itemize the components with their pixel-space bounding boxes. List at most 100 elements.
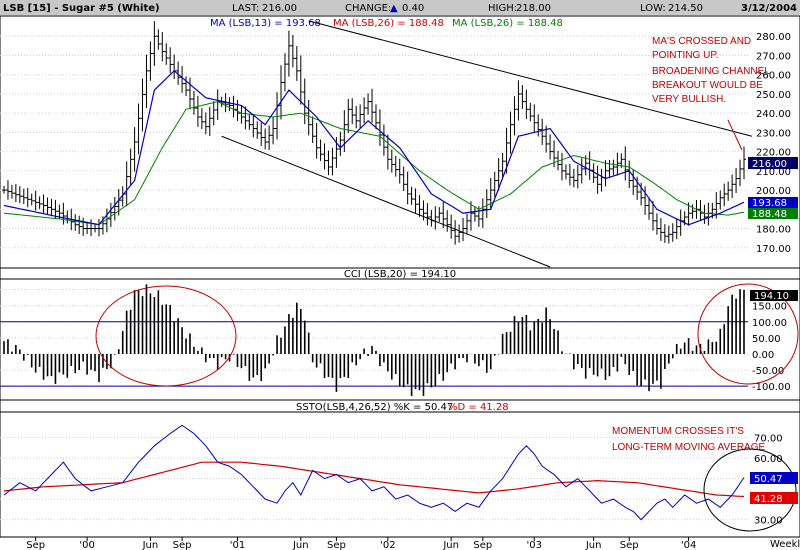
ohlc-bar: [354, 105, 359, 129]
ohlc-bar: [666, 225, 671, 244]
ssto-k-tag-text: 50.47: [754, 474, 783, 485]
x-axis-label: '00: [79, 540, 94, 550]
ohlc-bar: [9, 184, 14, 199]
cci-axis: -100.00 -50.00 0.00 50.00 100.00 150.00: [752, 302, 791, 393]
ohlc-bar: [294, 46, 299, 81]
ma26-tag-bg: [748, 208, 798, 219]
ohlc-bar: [385, 134, 390, 170]
ohlc-bar: [370, 88, 375, 123]
ohlc-bar: [417, 195, 422, 217]
ohlc-bar: [457, 224, 462, 243]
ohlc-bar: [453, 220, 458, 245]
ohlc-bar: [108, 202, 113, 227]
ma26-green-legend: MA (LSB,26) = 188.48: [452, 18, 563, 29]
ssto-tick-label: 60.00: [754, 454, 783, 465]
cci-tick-label: 50.00: [752, 334, 781, 345]
ohlc-bar: [247, 114, 252, 130]
ohlc-bar: [718, 190, 723, 210]
cci-title: CCI (LSB,20) = 194.10: [344, 269, 456, 280]
ma26-tag: 188.48: [748, 208, 798, 220]
ohlc-bar: [61, 202, 66, 225]
ohlc-bar: [567, 163, 572, 186]
ohlc-bar: [195, 95, 200, 127]
price-tick-label: 270.00: [756, 51, 791, 62]
x-axis-label: Jun: [585, 540, 602, 550]
ohlc-bar: [5, 180, 10, 200]
price-annotation-line-3: BROADENING CHANNEL: [652, 66, 770, 77]
ohlc-bar: [77, 215, 82, 234]
price-annotation-line-5: VERY BULLISH.: [652, 94, 726, 105]
ohlc-bar: [211, 101, 216, 126]
x-axis-label: Jun: [442, 540, 459, 550]
ohlc-bar: [37, 196, 42, 209]
ohlc-bar: [528, 102, 533, 122]
x-axis-label: Sep: [327, 540, 346, 550]
ohlc-bar: [41, 194, 46, 214]
last-price-tag-bg: [748, 157, 798, 169]
ohlc-bar: [413, 188, 418, 213]
ohlc-bar: [734, 167, 739, 194]
ohlc-bar: [563, 164, 568, 180]
price-tick-label: 180.00: [756, 225, 791, 236]
ohlc-bar: [184, 76, 189, 97]
ssto-d-tag: 41.28: [750, 492, 798, 505]
ohlc-bar: [187, 77, 192, 110]
ssto-annotation-line-1: MOMENTUM CROSSES IT'S: [612, 426, 744, 437]
ohlc-bar: [326, 150, 331, 176]
price-annotation-line-4: BREAKOUT WOULD BE: [652, 80, 763, 91]
ohlc-bar: [132, 127, 137, 172]
channel-upper-trendline: [308, 20, 753, 137]
ohlc-bar: [556, 150, 561, 171]
ohlc-bar: [314, 122, 319, 159]
ohlc-bar: [358, 104, 363, 130]
ohlc-bar: [647, 197, 652, 220]
ssto-annotation-line-2: LONG-TERM MOVING AVERAGE: [612, 442, 765, 453]
ohlc-bar: [627, 160, 632, 189]
ohlc-bar: [650, 201, 655, 231]
price-annotation-arrow: [727, 119, 743, 151]
ohlc-bar: [57, 204, 62, 219]
x-axis-label: Jun: [142, 540, 159, 550]
ohlc-bar: [730, 174, 735, 199]
ohlc-bar: [21, 188, 26, 204]
change-label: CHANGE:: [345, 3, 391, 14]
ssto-panel: SSTO(LSB,4,26,52) %K = 50.47 %D = 41.28 …: [0, 399, 800, 538]
price-annotation-line-1: MA'S CROSSED AND: [652, 36, 751, 47]
ohlc-bar: [346, 98, 351, 134]
ohlc-bar: [199, 108, 204, 130]
high-value: 218.00: [516, 3, 551, 14]
ohlc-bar: [282, 53, 287, 92]
ohlc-bar: [29, 193, 34, 206]
chart-header: LSB [15] - Sugar #5 (White) LAST: 216.00…: [0, 0, 800, 15]
ohlc-bar: [207, 106, 212, 137]
cci-tick-label: -100.00: [752, 382, 791, 393]
ohlc-bar: [611, 159, 616, 175]
ohlc-bar: [409, 186, 414, 206]
ma13-line: [3, 69, 745, 226]
ohlc-bar: [726, 181, 731, 201]
ohlc-bar: [575, 165, 580, 189]
ohlc-bar: [164, 43, 169, 65]
ma26-red-legend: MA (LSB,26) = 188.48: [333, 18, 444, 29]
ohlc-bar: [488, 177, 493, 210]
price-tick-label: 240.00: [756, 109, 791, 120]
ohlc-bar: [89, 219, 94, 237]
ohlc-bar: [742, 146, 746, 180]
cci-last-tag: 194.10: [750, 290, 798, 302]
price-annotation-line-2: POINTING UP.: [652, 50, 719, 61]
ohlc-bar: [255, 121, 260, 139]
channel-lower-trendline: [221, 135, 551, 268]
ohlc-bar: [13, 184, 18, 203]
ohlc-bar: [615, 152, 620, 176]
ohlc-bar: [548, 134, 553, 160]
ohlc-bar: [49, 198, 54, 217]
symbol-title: LSB [15] - Sugar #5 (White): [3, 3, 160, 14]
x-axis-label: '03: [527, 540, 542, 550]
cci-histogram: [3, 284, 745, 396]
price-tick-label: 220.00: [756, 148, 791, 159]
cci-last-tag-bg: [750, 290, 798, 301]
ohlc-bar: [243, 106, 248, 130]
ohlc-bar: [168, 47, 173, 74]
cci-last-tag-text: 194.10: [754, 291, 789, 302]
cci-tick-label: 0.00: [752, 350, 774, 361]
